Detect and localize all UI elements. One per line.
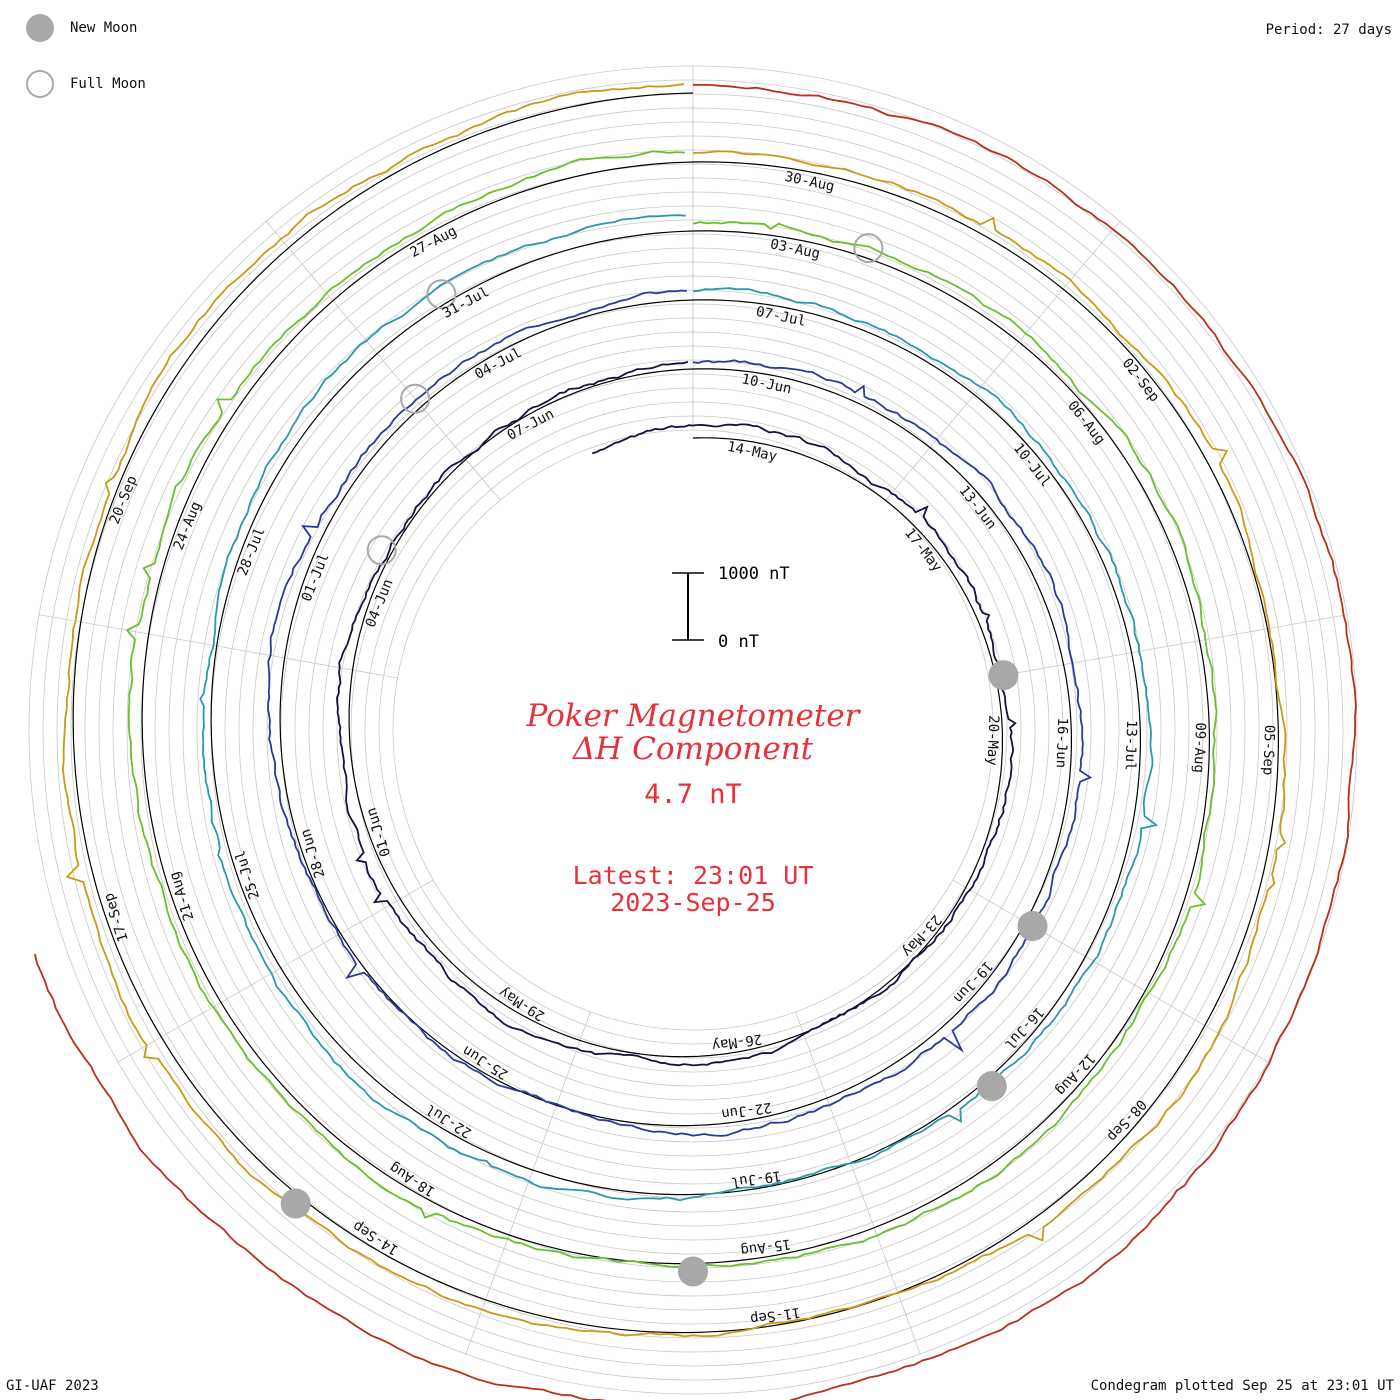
grid-spoke (952, 879, 1270, 1063)
new-moon-marker-1 (988, 660, 1019, 691)
new-moon-icon (26, 14, 54, 42)
tick-label: 12-Aug (1052, 1050, 1098, 1098)
current-value: 4.7 nT (644, 779, 742, 810)
tick-label: 20-Sep (107, 474, 141, 527)
chart-grid (28, 65, 1358, 1395)
tick-label: 28-Jul (235, 525, 269, 578)
tick-label: 19-Jun (950, 958, 996, 1006)
trace-series-6 (34, 83, 1357, 1400)
full-moon-marker-1 (366, 535, 397, 566)
legend-new-moon-label: New Moon (70, 20, 138, 36)
tick-label: 17-May (901, 525, 945, 575)
legend-full-moon-label: Full Moon (70, 76, 146, 92)
legend-new-moon: New Moon (26, 14, 137, 42)
tick-label: 14-May (726, 439, 779, 465)
tick-label: 29-May (496, 983, 547, 1023)
trace-series-3 (199, 214, 1159, 1202)
grid-spoke (988, 614, 1348, 679)
spiral-baseline (72, 92, 1280, 1334)
tick-label: 10-Jun (740, 371, 793, 397)
full-moon-icon (26, 70, 54, 98)
period-label: Period: 27 days (1265, 22, 1392, 38)
tick-label: 13-Jul (1122, 720, 1140, 771)
chart-baselines (72, 92, 1280, 1334)
grid-spoke (38, 614, 398, 679)
tick-label: 10-Jul (1010, 440, 1054, 490)
new-moon-marker-4 (678, 1256, 708, 1287)
tick-label: 07-Jul (754, 304, 807, 330)
trace-series-1 (336, 361, 1017, 1067)
legend-full-moon: Full Moon (26, 70, 146, 98)
grid-spoke (116, 879, 434, 1063)
tick-label: 15-Aug (740, 1235, 792, 1258)
tick-label: 01-Jul (299, 551, 333, 604)
scale-bar: 1000 nT 0 nT (672, 564, 790, 652)
tick-label: 07-Jun (505, 406, 557, 444)
new-moon-marker-5 (280, 1188, 311, 1219)
tick-label: 24-Aug (171, 499, 205, 552)
plotted-timestamp: Condegram plotted Sep 25 at 23:01 UT (1090, 1378, 1394, 1394)
tick-label: 11-Sep (749, 1304, 801, 1327)
grid-spoke (795, 1011, 921, 1356)
chart-subtitle: ΔH Component (572, 731, 814, 767)
tick-label: 05-Sep (1259, 724, 1277, 775)
tick-label: 31-Jul (440, 284, 492, 322)
new-moon-marker-3 (976, 1071, 1007, 1102)
tick-label: 27-Aug (407, 223, 459, 261)
tick-label: 20-May (984, 715, 1002, 766)
grid-spoke (265, 220, 501, 501)
tick-label: 16-Jun (1053, 717, 1071, 768)
full-moon-marker-3 (426, 279, 457, 310)
new-moon-marker-2 (1017, 911, 1048, 941)
tick-label: 19-Jul (730, 1167, 782, 1190)
scale-top-label: 1000 nT (718, 564, 790, 584)
latest-date: 2023-Sep-25 (610, 888, 776, 917)
scale-bottom-label: 0 nT (718, 632, 759, 652)
tick-label: 26-May (711, 1030, 763, 1053)
chart-title: Poker Magnetometer (526, 698, 862, 734)
credit-label: GI-UAF 2023 (6, 1378, 99, 1394)
grid-spoke (465, 1011, 591, 1356)
tick-label: 09-Aug (1190, 722, 1208, 773)
chart-traces (34, 83, 1357, 1400)
tick-label: 22-Jun (720, 1099, 772, 1122)
latest-time: Latest: 23:01 UT (573, 861, 814, 890)
trace-series-2 (267, 289, 1093, 1137)
tick-label: 16-Jul (1001, 1004, 1047, 1052)
grid-spoke (885, 220, 1121, 501)
trace-series-5 (61, 83, 1287, 1338)
full-moon-marker-2 (400, 383, 431, 414)
tick-label: 04-Jul (472, 345, 524, 383)
full-moon-marker-4 (853, 233, 884, 264)
tick-label: 30-Aug (783, 169, 836, 195)
chart-moon-markers (280, 233, 1048, 1287)
